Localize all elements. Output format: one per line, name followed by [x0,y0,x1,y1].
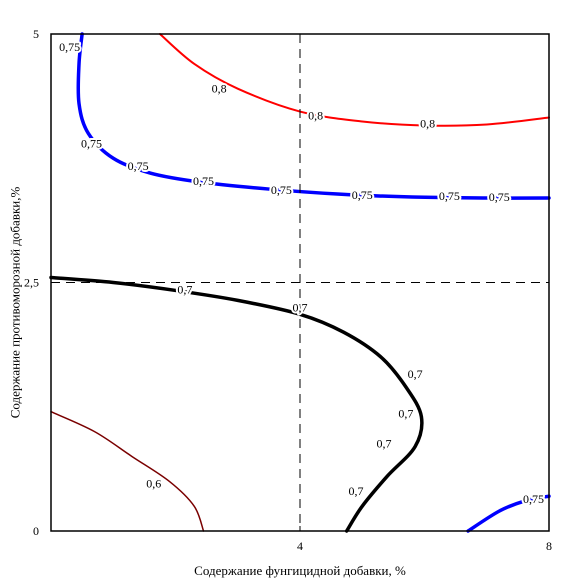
contour-label: 0,75 [81,136,102,150]
contour-line-0 [50,410,205,532]
contour-labels: 0,6 0,7 0,7 0,7 0,7 0,7 0,7 0,75 0,75 0,75 0,75 0,7… [57,38,546,508]
contour-label: 0,7 [408,367,423,381]
contour-lines [49,32,551,533]
reference-lines [51,34,549,531]
contour-label: 0,8 [308,109,323,123]
contour-line-1 [49,275,424,533]
axis-ticks: 4 8 0 2,5 5 [24,27,552,553]
y-tick-label: 5 [33,27,39,41]
contour-label: 0,7 [177,282,192,296]
y-tick-label: 2,5 [24,276,39,290]
contour-label: 0,75 [523,492,544,506]
x-tick-label: 4 [297,539,303,553]
contour-label: 0,75 [271,183,292,197]
contour-label: 0,75 [489,190,510,204]
contour-label: 0,8 [420,116,435,130]
contour-label: 0,75 [352,188,373,202]
contour-label: 0,8 [212,82,227,96]
contour-label: 0,7 [293,300,308,314]
contour-label: 0,7 [377,437,392,451]
contour-label: 0,6 [146,476,161,490]
x-axis-label: Содержание фунгицидной добавки, % [194,563,406,578]
y-axis-label: Содержание противоморозной добавки,% [8,187,23,419]
contour-label: 0,75 [128,159,149,173]
contour-line-2 [76,32,551,200]
contour-line-3 [466,494,551,533]
contour-label: 0,7 [398,407,413,421]
contour-label: 0,75 [439,189,460,203]
contour-label: 0,75 [193,174,214,188]
contour-label: 0,7 [349,484,364,498]
y-tick-label: 0 [33,524,39,538]
contour-line-4 [158,33,550,127]
x-tick-label: 8 [546,539,552,553]
contour-label: 0,75 [59,40,80,54]
